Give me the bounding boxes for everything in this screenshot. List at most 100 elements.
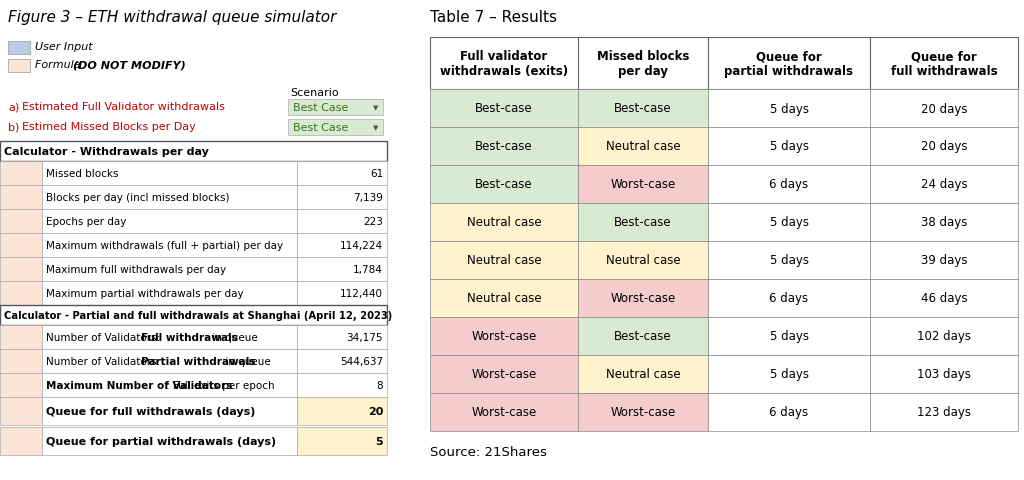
Text: Formula: Formula [35,60,84,70]
Text: Best-case: Best-case [614,216,672,229]
FancyBboxPatch shape [870,279,1018,317]
Text: Neutral case: Neutral case [467,292,542,305]
Text: 6 days: 6 days [769,292,809,305]
Text: 7,139: 7,139 [353,192,383,203]
FancyBboxPatch shape [870,355,1018,393]
Text: Epochs per day: Epochs per day [46,216,126,227]
Text: 5 days: 5 days [769,368,809,381]
Text: Maximum full withdrawals per day: Maximum full withdrawals per day [46,264,226,275]
FancyBboxPatch shape [0,162,42,186]
Text: Number of Validators:: Number of Validators: [46,356,164,366]
Text: Queue for
partial withdrawals: Queue for partial withdrawals [725,50,853,78]
FancyBboxPatch shape [297,233,387,257]
FancyBboxPatch shape [578,279,708,317]
Text: Best-case: Best-case [475,140,532,153]
Text: 8: 8 [377,380,383,390]
FancyBboxPatch shape [870,166,1018,204]
Text: (DO NOT MODIFY): (DO NOT MODIFY) [73,60,185,70]
FancyBboxPatch shape [0,427,42,455]
FancyBboxPatch shape [708,279,870,317]
FancyBboxPatch shape [430,317,578,355]
FancyBboxPatch shape [288,100,383,116]
FancyBboxPatch shape [578,128,708,166]
Text: Best Case: Best Case [293,103,348,113]
Text: 5 days: 5 days [769,216,809,229]
Text: 114,224: 114,224 [340,240,383,251]
Text: 1,784: 1,784 [353,264,383,275]
FancyBboxPatch shape [0,210,42,233]
FancyBboxPatch shape [430,393,578,431]
Text: 102 days: 102 days [918,330,971,343]
Text: Worst-case: Worst-case [610,406,676,419]
FancyBboxPatch shape [430,166,578,204]
FancyBboxPatch shape [297,349,387,373]
Text: Calculator - Partial and full withdrawals at Shanghai (April 12, 2023): Calculator - Partial and full withdrawal… [4,311,392,320]
Text: Best-case: Best-case [475,102,532,115]
FancyBboxPatch shape [0,305,387,325]
Text: b): b) [8,122,19,132]
Text: Worst-case: Worst-case [610,178,676,191]
FancyBboxPatch shape [42,349,297,373]
Text: Maximum Number of Validators: Maximum Number of Validators [46,380,232,390]
FancyBboxPatch shape [297,162,387,186]
Text: Maximum withdrawals (full + partial) per day: Maximum withdrawals (full + partial) per… [46,240,283,251]
FancyBboxPatch shape [870,393,1018,431]
Text: in queue: in queue [222,356,271,366]
FancyBboxPatch shape [578,393,708,431]
Text: 6 days: 6 days [769,178,809,191]
Text: Maximum partial withdrawals per day: Maximum partial withdrawals per day [46,288,244,299]
FancyBboxPatch shape [430,204,578,241]
Text: 20: 20 [368,406,383,416]
Text: 123 days: 123 days [918,406,971,419]
Text: 61: 61 [370,168,383,179]
Text: 24 days: 24 days [921,178,968,191]
FancyBboxPatch shape [0,325,42,349]
FancyBboxPatch shape [708,128,870,166]
Text: 20 days: 20 days [921,140,968,153]
Text: Partial withdrawals: Partial withdrawals [140,356,255,366]
FancyBboxPatch shape [42,186,297,210]
Text: Calculator - Withdrawals per day: Calculator - Withdrawals per day [4,147,209,156]
Text: User Input: User Input [35,42,92,52]
Text: Missed blocks: Missed blocks [46,168,119,179]
Text: 112,440: 112,440 [340,288,383,299]
Text: 5 days: 5 days [769,254,809,267]
Text: Neutral case: Neutral case [605,254,680,267]
FancyBboxPatch shape [578,355,708,393]
FancyBboxPatch shape [430,90,578,128]
FancyBboxPatch shape [42,233,297,257]
FancyBboxPatch shape [430,38,578,90]
Text: ▼: ▼ [373,125,379,131]
Text: Source: 21Shares: Source: 21Shares [430,445,547,458]
Text: Missed blocks
per day: Missed blocks per day [597,50,689,78]
FancyBboxPatch shape [0,373,42,397]
FancyBboxPatch shape [430,128,578,166]
FancyBboxPatch shape [297,186,387,210]
FancyBboxPatch shape [297,397,387,425]
FancyBboxPatch shape [578,90,708,128]
Text: : Full exits per epoch: : Full exits per epoch [167,380,275,390]
Text: Worst-case: Worst-case [471,406,537,419]
FancyBboxPatch shape [42,210,297,233]
Text: Best-case: Best-case [614,102,672,115]
Text: Figure 3 – ETH withdrawal queue simulator: Figure 3 – ETH withdrawal queue simulato… [8,10,336,25]
Text: Queue for
full withdrawals: Queue for full withdrawals [891,50,997,78]
FancyBboxPatch shape [0,397,42,425]
Text: Worst-case: Worst-case [471,368,537,381]
Text: 6 days: 6 days [769,406,809,419]
FancyBboxPatch shape [297,325,387,349]
FancyBboxPatch shape [42,257,297,281]
Text: 39 days: 39 days [921,254,968,267]
FancyBboxPatch shape [42,281,297,305]
FancyBboxPatch shape [870,128,1018,166]
Text: Full validator
withdrawals (exits): Full validator withdrawals (exits) [440,50,568,78]
Text: Estimated Full Validator withdrawals: Estimated Full Validator withdrawals [22,102,225,112]
FancyBboxPatch shape [297,257,387,281]
FancyBboxPatch shape [42,162,297,186]
FancyBboxPatch shape [0,281,42,305]
FancyBboxPatch shape [578,241,708,279]
Text: 5 days: 5 days [769,102,809,115]
Text: Worst-case: Worst-case [610,292,676,305]
Text: a): a) [8,102,19,112]
Text: Queue for partial withdrawals (days): Queue for partial withdrawals (days) [46,436,276,446]
